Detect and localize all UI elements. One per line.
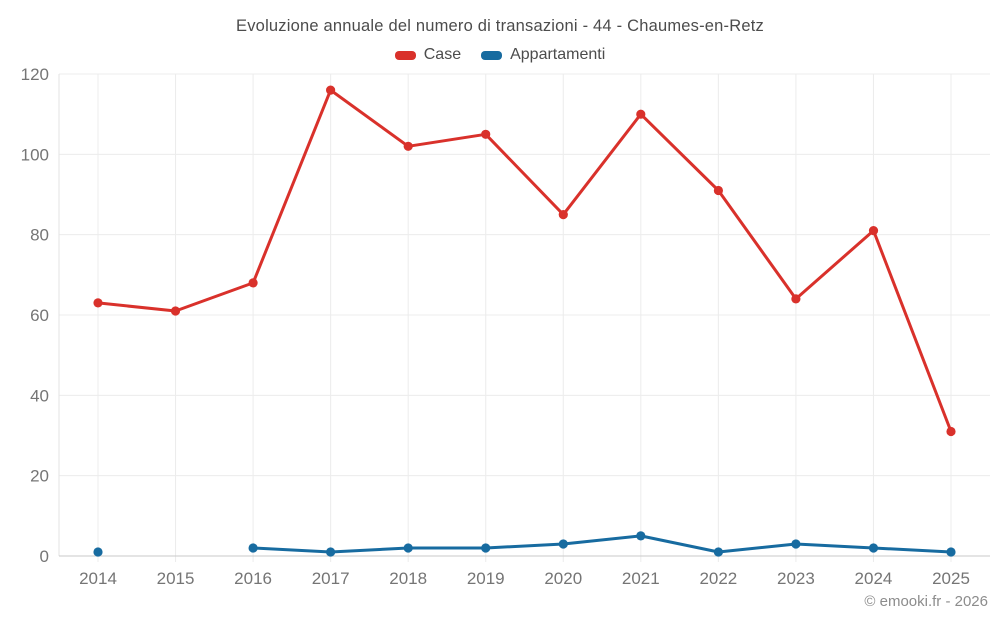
- x-axis-label: 2019: [467, 569, 505, 588]
- data-point: [326, 547, 336, 557]
- data-point: [403, 141, 413, 151]
- data-point: [713, 185, 724, 196]
- data-point: [946, 547, 956, 557]
- series-appartamenti: [93, 531, 956, 557]
- y-axis-label: 100: [21, 145, 49, 164]
- legend-item-case[interactable]: Case: [394, 46, 462, 64]
- data-point: [868, 226, 879, 236]
- series-line: [96, 88, 953, 433]
- y-axis-label: 40: [30, 386, 49, 405]
- gridlines: [59, 73, 990, 562]
- y-axis-label: 120: [21, 65, 49, 84]
- x-axis-label: 2015: [157, 569, 195, 588]
- x-axis-label: 2014: [79, 569, 117, 588]
- data-point: [481, 543, 491, 553]
- y-axis-label: 60: [30, 306, 49, 325]
- x-axis-label: 2023: [777, 569, 815, 588]
- x-axis-label: 2022: [699, 569, 737, 588]
- x-axis-label: 2017: [312, 569, 350, 588]
- x-axis-label: 2024: [855, 569, 893, 588]
- data-point: [636, 531, 646, 541]
- data-point: [248, 543, 258, 553]
- series-case: [93, 85, 956, 437]
- x-axis-labels: 2014 2015 2016 2017 2018 2019 2020 2021 2022 2023…: [79, 569, 970, 588]
- x-axis-label: 2020: [544, 569, 582, 588]
- legend: Case Appartamenti: [0, 46, 1000, 64]
- x-axis-label: 2025: [932, 569, 970, 588]
- axes: [58, 74, 990, 557]
- x-axis-label: 2021: [622, 569, 660, 588]
- copyright: © emooki.fr - 2026: [864, 593, 988, 610]
- legend-swatch-case: [394, 50, 416, 60]
- data-point: [170, 306, 181, 316]
- data-point: [791, 539, 801, 549]
- data-point: [558, 539, 568, 549]
- data-point: [636, 109, 646, 119]
- data-point: [93, 547, 103, 557]
- data-point: [868, 543, 879, 553]
- legend-swatch-appartamenti: [481, 50, 503, 60]
- data-point: [403, 543, 413, 553]
- y-axis-label: 0: [40, 547, 49, 566]
- y-axis-labels: 0 20 40 60 80 100 120: [21, 65, 49, 566]
- data-point: [791, 294, 801, 304]
- data-point: [946, 426, 956, 437]
- data-point: [248, 278, 258, 288]
- x-axis-label: 2018: [389, 569, 427, 588]
- data-point: [481, 129, 491, 139]
- legend-label-appartamenti: Appartamenti: [510, 46, 606, 63]
- legend-item-appartamenti[interactable]: Appartamenti: [481, 46, 605, 64]
- x-axis-label: 2016: [234, 569, 272, 588]
- y-axis-label: 80: [30, 226, 49, 245]
- data-point: [93, 298, 103, 308]
- legend-label-case: Case: [423, 46, 462, 63]
- data-point: [326, 85, 336, 95]
- series-line: [251, 534, 953, 554]
- chart-title: Evoluzione annuale del numero di transaz…: [236, 17, 764, 35]
- data-point: [558, 210, 568, 220]
- data-point: [713, 547, 724, 557]
- y-axis-label: 20: [30, 467, 49, 486]
